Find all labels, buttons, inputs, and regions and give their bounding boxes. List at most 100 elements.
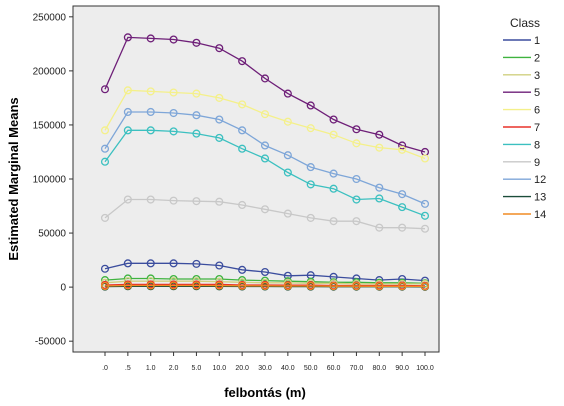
data-point (398, 282, 407, 291)
x-axis: .0 .5 1.0 2.0 5.0 10.0 20.0 30.0 40.0 50.0 60.0 70.… (102, 352, 434, 372)
data-point (329, 184, 338, 193)
data-point (306, 213, 315, 222)
data-point (146, 281, 155, 290)
data-point (329, 217, 338, 226)
series-line (104, 283, 426, 287)
data-point (169, 88, 178, 97)
x-tick-label: 10.0 (212, 365, 226, 372)
series-9 (100, 195, 430, 233)
legend-label: 3 (534, 70, 540, 82)
data-point (215, 93, 224, 102)
data-point (123, 107, 132, 117)
data-point (420, 282, 430, 291)
data-point (352, 282, 361, 291)
data-point (283, 89, 292, 98)
data-point (375, 183, 384, 192)
y-tick-label: 250000 (33, 12, 67, 23)
data-point (306, 281, 315, 291)
legend-label: 7 (534, 122, 540, 134)
series-line (104, 111, 426, 205)
x-tick-label: 30.0 (258, 365, 272, 372)
legend-title: Class (510, 16, 540, 30)
data-point (146, 107, 155, 117)
data-point (146, 87, 155, 96)
data-point (283, 151, 292, 160)
data-point (100, 85, 110, 94)
series-5 (100, 33, 430, 157)
series-6 (100, 86, 430, 163)
data-point (169, 108, 178, 118)
data-point (238, 281, 247, 290)
legend-item: 13 (503, 192, 546, 204)
data-point (100, 281, 110, 291)
data-point (192, 259, 201, 268)
data-point (329, 130, 338, 139)
data-point (260, 281, 270, 290)
legend-label: 8 (534, 139, 540, 151)
data-point (100, 144, 110, 153)
legend-item: 6 (503, 105, 540, 117)
data-point (375, 223, 384, 232)
series-12 (100, 107, 430, 208)
data-point (238, 100, 247, 109)
data-point (123, 33, 132, 42)
data-point (215, 261, 224, 270)
series-line (104, 198, 426, 230)
legend-item: 14 (503, 209, 546, 221)
data-point (352, 174, 361, 184)
data-point (100, 157, 110, 166)
legend-item: 7 (503, 122, 540, 134)
legend-item: 1 (503, 35, 540, 47)
legend-item: 9 (503, 157, 540, 169)
data-point (192, 38, 201, 47)
data-point (123, 259, 132, 268)
x-tick-label: .5 (125, 365, 131, 372)
data-point (192, 89, 201, 98)
x-tick-label: 2.0 (169, 365, 179, 372)
series-14 (100, 281, 430, 291)
data-point (352, 195, 361, 204)
data-point (398, 145, 407, 154)
legend-label: 1 (534, 35, 540, 47)
legend-label: 9 (534, 157, 540, 169)
data-point (192, 197, 201, 206)
y-axis: -50000 0 50000 100000 150000 200000 250000 (33, 12, 73, 348)
data-point (169, 196, 178, 205)
data-point (238, 200, 247, 210)
data-point (238, 144, 247, 153)
plot-background (72, 5, 440, 353)
data-point (100, 264, 110, 273)
data-point (169, 35, 178, 44)
series-line (104, 262, 426, 282)
y-tick-label: 100000 (33, 175, 67, 186)
data-point (215, 197, 224, 206)
data-point (420, 154, 430, 163)
data-point (329, 169, 338, 178)
data-point (420, 199, 430, 208)
legend-label: 2 (534, 52, 540, 64)
data-point (352, 217, 361, 226)
data-point (215, 133, 224, 142)
data-point (146, 195, 155, 204)
y-tick-label: -50000 (35, 337, 67, 348)
data-point (283, 209, 292, 218)
data-point (260, 141, 270, 150)
data-point (123, 86, 132, 95)
data-point (238, 57, 247, 66)
data-point (352, 139, 361, 148)
legend-item: 8 (503, 139, 540, 151)
data-point (260, 110, 270, 119)
data-point (123, 126, 132, 135)
data-point (146, 34, 155, 43)
data-point (283, 168, 292, 177)
series-line (104, 129, 426, 217)
x-tick-label: 70.0 (350, 365, 364, 372)
data-point (375, 282, 384, 291)
data-point (215, 281, 224, 290)
y-axis-title: Estimated Marginal Means (6, 97, 21, 260)
data-point (192, 129, 201, 138)
data-point (283, 281, 292, 291)
x-tick-label: .0 (102, 365, 108, 372)
series-group (100, 33, 430, 291)
x-tick-label: 100.0 (416, 365, 434, 372)
